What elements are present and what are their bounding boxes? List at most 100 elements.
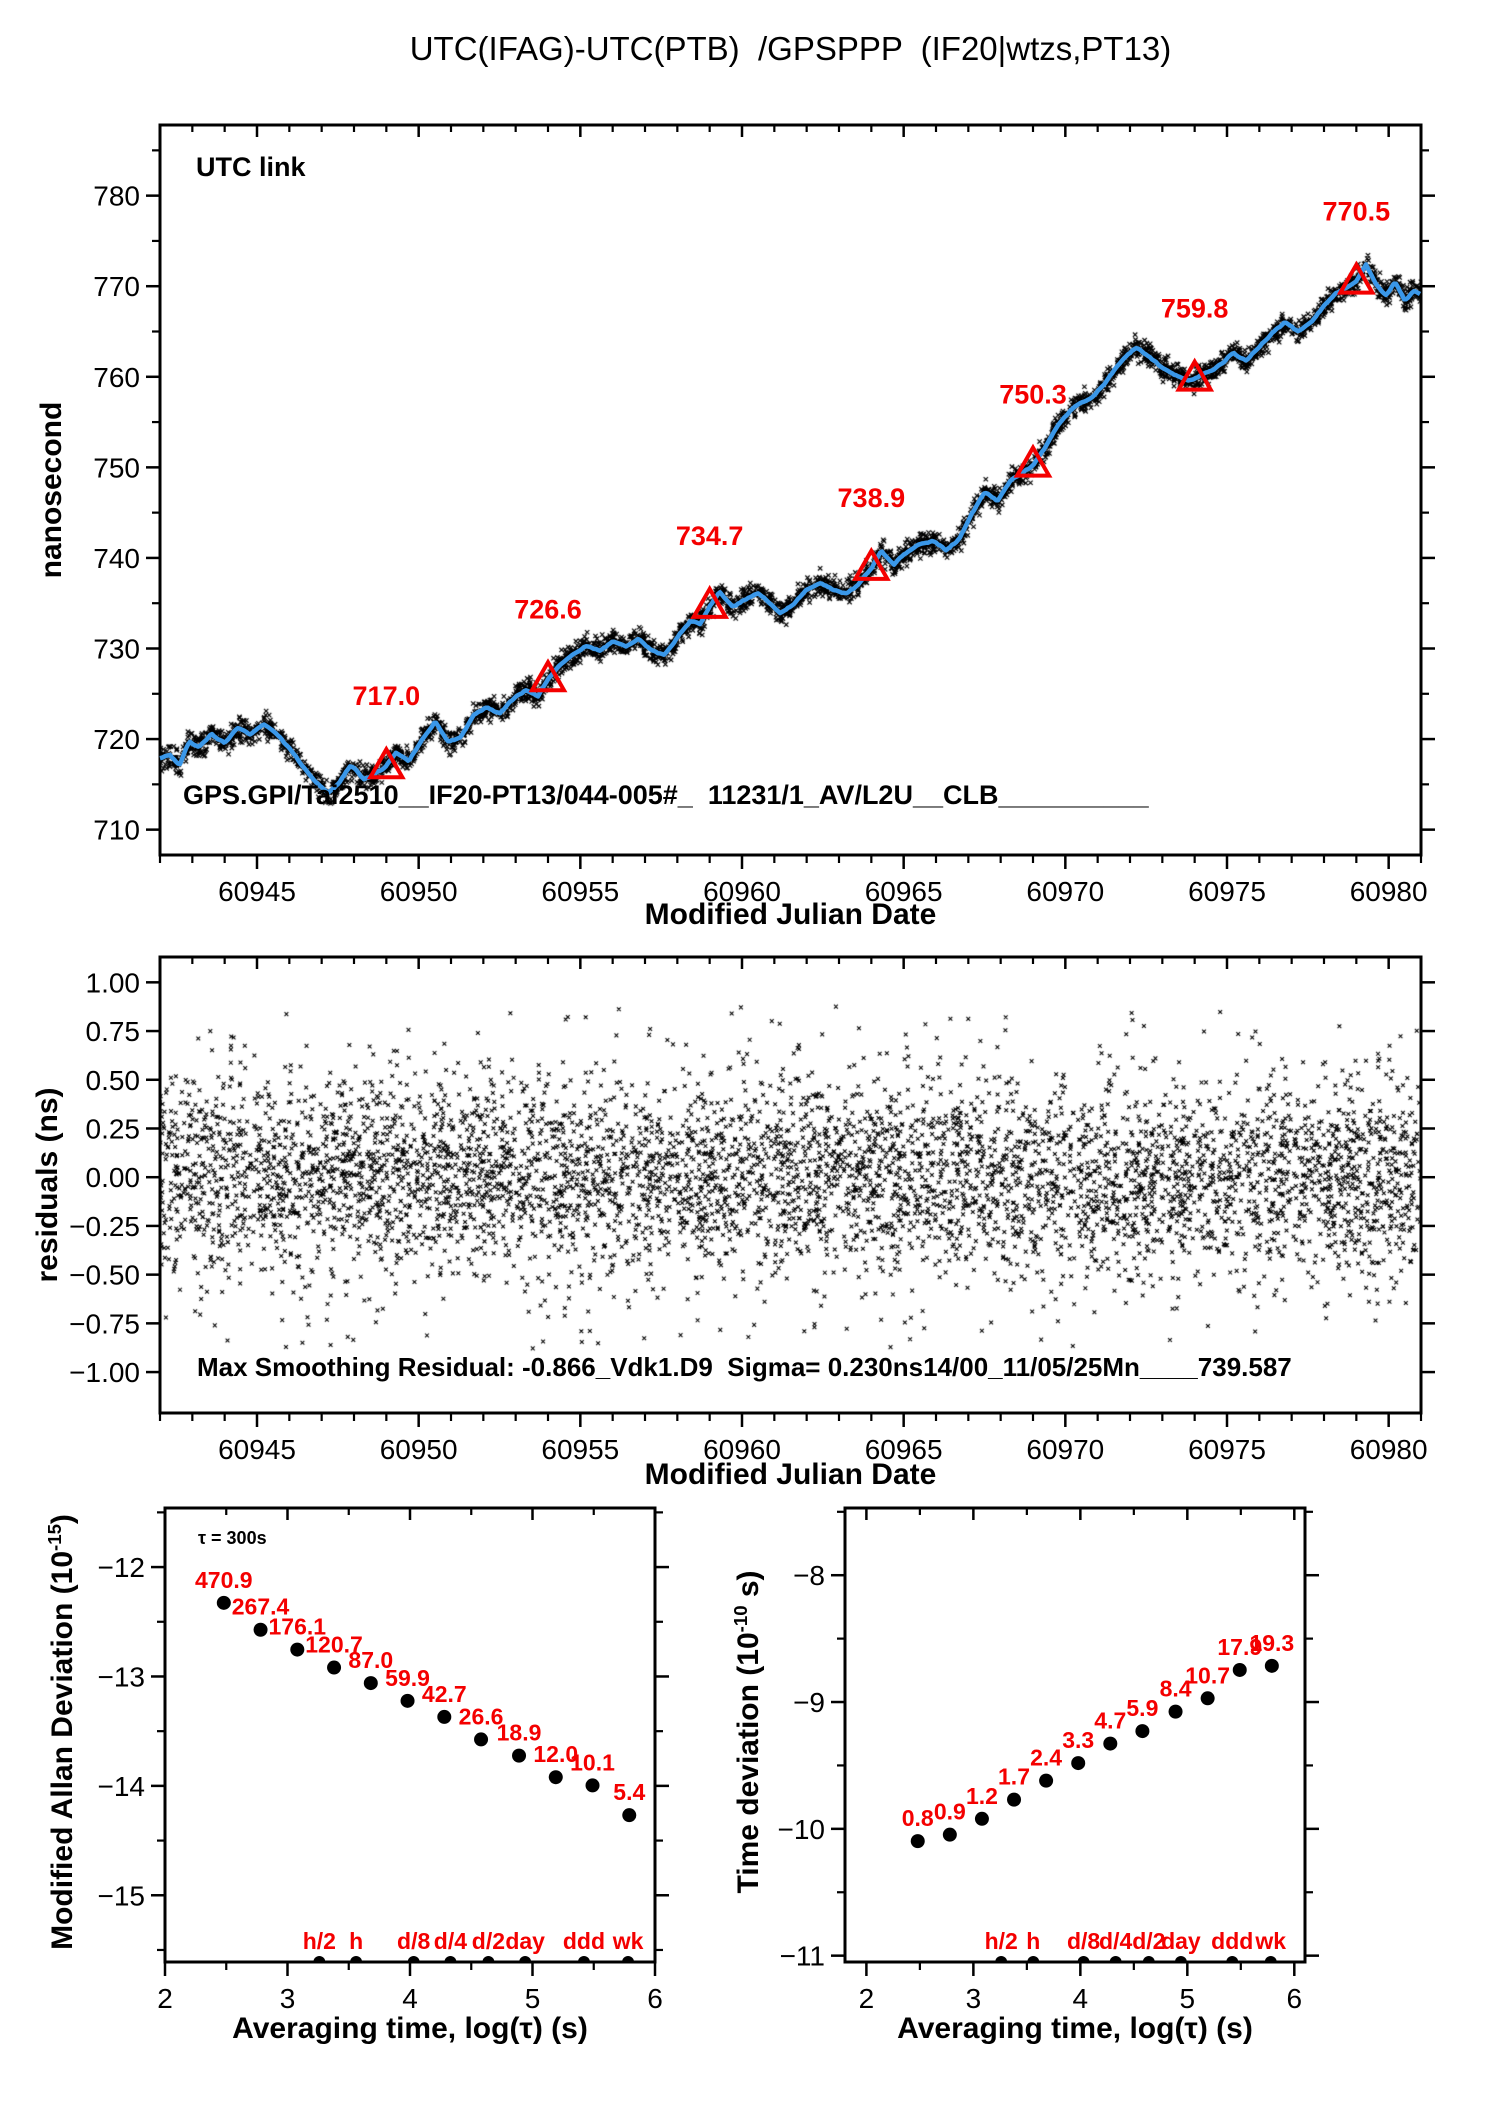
daily-marker-value: 738.9 (838, 483, 906, 513)
y-axis-label-residuals: residuals (ns) (31, 1087, 64, 1283)
daily-marker-triangle (366, 745, 406, 780)
data-point-value: 0.8 (902, 1805, 934, 1831)
calendar-tick-label: wk (612, 1928, 644, 1954)
svg-text:−11: −11 (780, 1941, 825, 1972)
data-point (1039, 1773, 1054, 1788)
svg-text:730: 730 (93, 633, 140, 664)
data-point-value: 120.7 (305, 1632, 363, 1658)
svg-text:−0.25: −0.25 (69, 1211, 140, 1242)
svg-text:0.25: 0.25 (86, 1113, 141, 1144)
data-point-value: 2.4 (1030, 1745, 1062, 1771)
svg-text:750: 750 (93, 452, 140, 483)
calendar-tick-label: h/2 (303, 1928, 336, 1954)
calendar-tick-dot (1226, 1956, 1239, 1962)
data-point-value: 470.9 (195, 1567, 253, 1593)
calendar-tick-dot (1264, 1956, 1277, 1962)
data-point (942, 1827, 957, 1842)
svg-text:740: 740 (93, 543, 140, 574)
calendar-tick-dot (1174, 1956, 1187, 1962)
data-point-value: 267.4 (232, 1594, 290, 1620)
x-axis-label-mjd-top: Modified Julian Date (644, 898, 937, 931)
calendar-tick-label: day (505, 1928, 545, 1954)
svg-text:770: 770 (93, 271, 140, 302)
data-point (585, 1778, 600, 1793)
calendar-tick-dot (482, 1956, 495, 1962)
svg-text:720: 720 (93, 724, 140, 755)
daily-marker-triangle (1336, 260, 1376, 295)
data-point-value: 176.1 (269, 1614, 327, 1640)
svg-text:60945: 60945 (218, 1434, 296, 1465)
svg-text:3: 3 (966, 1983, 982, 2014)
svg-text:−15: −15 (98, 1880, 146, 1911)
data-point-value: 18.9 (497, 1720, 542, 1746)
svg-text:0.75: 0.75 (86, 1016, 141, 1047)
daily-marker-triangle (690, 584, 730, 619)
time-deviation-points: 0.8 0.91.21.72.43.34.7 5.98.410.717.919.3 (902, 1630, 1294, 1849)
data-point (253, 1622, 268, 1637)
calendar-tick-label: d/4 (434, 1928, 467, 1954)
data-point (548, 1770, 563, 1785)
data-point (1168, 1704, 1183, 1719)
svg-text:−13: −13 (98, 1661, 146, 1692)
data-point (1232, 1662, 1247, 1677)
x-axis-label-avgtime-right: Averaging time, log(τ) (s) (897, 2012, 1253, 2045)
time-deviation-axes: 2 3 4 5 6 −8 −9 −10 −11 (778, 1506, 1319, 2014)
top-chart-axes: 60945 60950 60955 60960 60965 60970 60975 60980… (93, 123, 1435, 907)
data-point-value: 19.3 (1249, 1630, 1294, 1656)
madev-label-pre: Modified Allan Deviation (10 (46, 1550, 79, 1950)
figure-title: UTC(IFAG)-UTC(PTB) /GPSPPP (IF20|wtzs,PT… (409, 30, 1172, 67)
modified-allan-deviation-axes: 2 3 4 5 6 −12 −13 −14 −15 (98, 1506, 669, 2014)
calendar-tick-label: wk (1254, 1928, 1286, 1954)
svg-text:6: 6 (647, 1983, 663, 2014)
svg-text:60975: 60975 (1188, 1434, 1266, 1465)
svg-text:5: 5 (1180, 1983, 1196, 2014)
calendar-tick-label: d/4 (1099, 1928, 1132, 1954)
calendar-tick-dot (622, 1956, 635, 1962)
calendar-tick-label: d/8 (1067, 1928, 1100, 1954)
data-point-value: 87.0 (348, 1647, 393, 1673)
modified-allan-deviation-calendar-ticks: h/2 h d/8 d/4 d/2 day ddd wk (303, 1928, 644, 1962)
calendar-tick-dot (313, 1956, 326, 1962)
daily-marker-value: 750.3 (999, 380, 1067, 410)
svg-text:60965: 60965 (865, 876, 943, 907)
svg-text:−14: −14 (98, 1771, 146, 1802)
svg-text:60970: 60970 (1026, 1434, 1104, 1465)
svg-text:60950: 60950 (380, 1434, 458, 1465)
data-point (1135, 1724, 1150, 1739)
svg-text:−0.50: −0.50 (69, 1260, 140, 1291)
data-point (622, 1808, 637, 1823)
daily-marker-triangle (528, 658, 568, 693)
data-point (327, 1660, 342, 1675)
svg-text:60945: 60945 (218, 876, 296, 907)
calendar-tick-label: ddd (1211, 1928, 1253, 1954)
svg-text:−10: −10 (778, 1814, 826, 1845)
data-point-value: 5.9 (1126, 1695, 1158, 1721)
x-axis-label-mjd-middle: Modified Julian Date (644, 1458, 937, 1491)
svg-text:60955: 60955 (541, 1434, 619, 1465)
data-point (1007, 1792, 1022, 1807)
svg-text:60965: 60965 (865, 1434, 943, 1465)
data-point (363, 1676, 378, 1691)
svg-text:60980: 60980 (1350, 876, 1428, 907)
calendar-tick-dot (350, 1956, 363, 1962)
daily-value-markers: 717.0 726.6 734.7 738.9 750.3 759.8 770.5 (353, 197, 1391, 780)
svg-text:−12: −12 (98, 1552, 146, 1583)
calendar-tick-label: d/2 (1132, 1928, 1165, 1954)
utc-link-label: UTC link (196, 152, 306, 182)
svg-text:4: 4 (1073, 1983, 1089, 2014)
data-point (512, 1748, 527, 1763)
data-point (400, 1693, 415, 1708)
svg-text:4: 4 (402, 1983, 418, 2014)
data-point-value: 12.0 (533, 1741, 578, 1767)
calendar-tick-dot (995, 1956, 1008, 1962)
y-axis-label-madev: Modified Allan Deviation (10-15) (44, 1514, 80, 1950)
svg-text:6: 6 (1287, 1983, 1303, 2014)
svg-text:2: 2 (157, 1983, 173, 2014)
daily-marker-value: 770.5 (1323, 197, 1391, 227)
tdev-label-post: s) (732, 1570, 765, 1606)
svg-text:780: 780 (93, 181, 140, 212)
data-point-value: 5.4 (613, 1779, 645, 1805)
daily-marker-value: 759.8 (1161, 294, 1229, 324)
data-point-value: 42.7 (422, 1681, 467, 1707)
svg-text:60980: 60980 (1350, 1434, 1428, 1465)
